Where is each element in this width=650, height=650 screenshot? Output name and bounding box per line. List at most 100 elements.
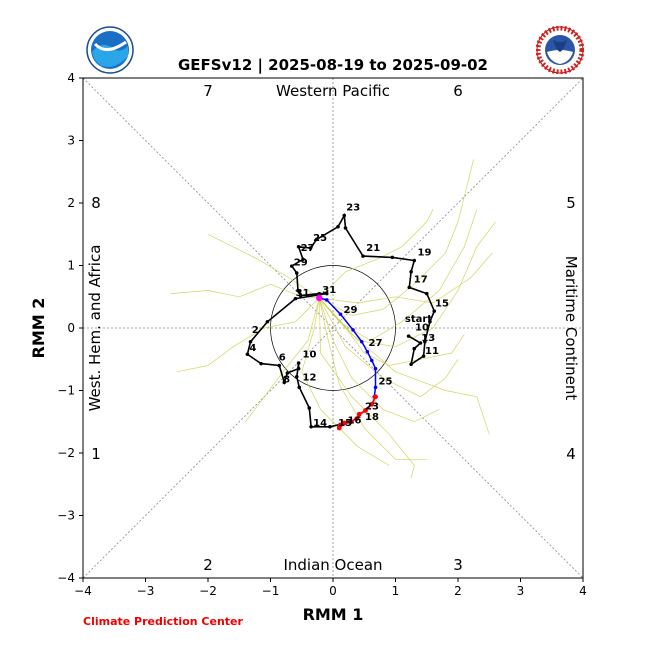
y-tick-label: 2 [67,196,75,210]
forecast-day-label: 31 [322,285,336,296]
forecast-end-point [348,419,353,425]
observed-point [428,319,432,324]
ensemble-member-1 [319,297,465,366]
observed-point [418,341,423,345]
observed-point [421,354,426,358]
observed-point [343,226,348,230]
observed-day-label: 19 [418,247,432,258]
x-tick-label: −2 [199,584,217,598]
observed-point [406,334,411,338]
observed-point [298,293,303,298]
plot-area: 1011131517192123252729312468101214start3… [57,71,587,598]
observed-point [390,255,395,260]
forecast-day-label: 27 [369,338,383,349]
observed-day-label: 27 [301,243,315,254]
observed-point [265,319,270,324]
ensemble-member-7 [301,297,390,466]
y-tick-label: −1 [57,384,75,398]
forecast-end-label: 15 [338,418,352,429]
observed-point [296,288,300,293]
observed-day-label: 13 [421,333,435,344]
observed-point [296,366,301,371]
ensemble-member-16 [318,297,415,479]
start-label: start [405,314,432,325]
forecast-end-point [356,411,362,417]
forecast-end-label: 16 [348,416,362,427]
forecast-end-point [369,401,375,407]
ensemble-member-12 [318,297,427,460]
region-label-right: Maritime Continent [562,256,580,401]
phase-label-5: 5 [566,194,576,212]
ensemble-member-15 [319,252,493,304]
forecast-end-label: 23 [365,401,379,412]
forecast-end-point [354,416,360,422]
y-axis-label: RMM 2 [29,298,48,359]
observed-point [423,339,427,344]
ensemble-member-5 [318,297,459,398]
forecast-mean-point [338,312,343,317]
phase-label-4: 4 [566,445,576,463]
observed-day-label: 10 [415,322,429,333]
chart-title: GEFSv12 | 2025-08-19 to 2025-09-02 [178,56,488,75]
observed-point [308,246,313,250]
forecast-end-label: 18 [365,412,379,423]
observed-point [407,285,412,290]
observed-point [296,361,301,365]
observed-point [301,257,305,262]
region-label-left: West. Hem. and Africa [86,245,104,412]
observed-day-label: 29 [294,257,308,268]
x-tick-label: −4 [74,584,92,598]
ensemble-member-8 [176,297,320,373]
phase-label-6: 6 [453,82,463,100]
region-label-top: Western Pacific [276,82,390,100]
y-tick-label: −2 [57,446,75,460]
observed-point [342,213,347,218]
observed-day-label: 14 [313,418,327,429]
observed-point [297,385,302,390]
observed-point [289,264,294,268]
observed-point [424,291,429,296]
phase-label-2: 2 [203,556,213,574]
x-tick-label: 4 [579,584,587,598]
observed-point [409,362,413,367]
forecast-mean-point [324,298,329,302]
x-tick-label: −1 [262,584,280,598]
observed-point [317,291,322,296]
forecast-mean-track [319,297,377,397]
observed-point [259,361,263,366]
noaa-logo [86,26,134,74]
forecast-day-label: 29 [344,305,358,316]
ensemble-member-11 [319,209,434,299]
observed-point [282,380,287,385]
observed-day-label: 6 [279,352,286,363]
observed-point [285,371,290,375]
observed-point [309,424,313,429]
y-tick-label: −4 [57,571,75,585]
y-tick-label: 4 [67,71,75,85]
observed-point [294,374,299,379]
observed-day-label: 10 [303,349,317,360]
forecast-mean-point [373,385,378,390]
x-tick-label: 2 [454,584,462,598]
phase-label-1: 1 [91,445,101,463]
phase-label-8: 8 [91,194,101,212]
forecast-mean-point [373,366,378,371]
observed-point [293,296,298,301]
phase-label-7: 7 [203,82,213,100]
observed-day-label: 31 [296,288,310,299]
ensemble-member-13 [245,297,320,423]
ensemble-member-14 [319,297,490,435]
observed-point [314,237,319,242]
ensemble-member-6 [318,297,440,423]
observed-point [324,291,329,296]
region-label-bottom: Indian Ocean [283,556,382,574]
y-tick-label: 0 [67,321,75,335]
nws-logo [536,26,584,74]
unit-amplitude-circle [270,265,396,391]
observed-day-label: 15 [435,299,449,310]
observed-point [296,244,301,249]
diagonal-line-b [82,77,584,579]
observed-point [361,254,365,258]
y-tick-label: 1 [67,259,75,273]
